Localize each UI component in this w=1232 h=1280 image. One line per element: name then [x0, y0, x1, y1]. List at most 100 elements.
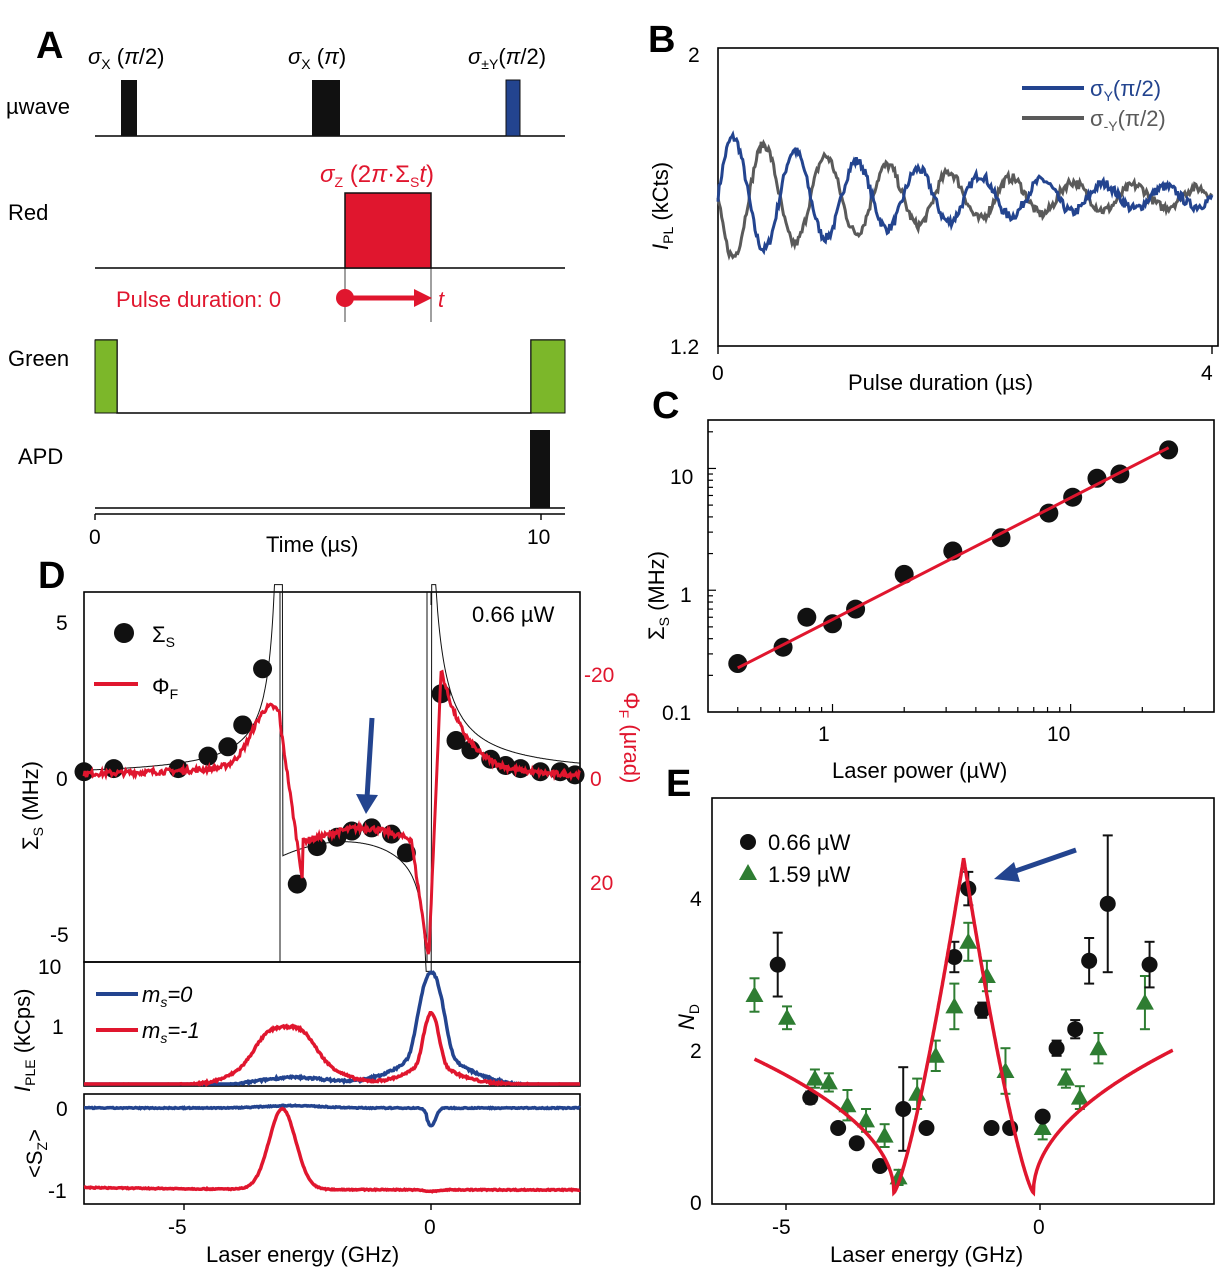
e-legend-label-1.59: 1.59 µW [768, 862, 851, 887]
c-point [1159, 440, 1179, 460]
c-log-ticks [708, 431, 1185, 712]
b-legend-label-minus-y: σ-Y(π/2) [1090, 106, 1166, 134]
e-xlabel: Laser energy (GHz) [830, 1242, 1023, 1267]
e-point-0.66 [1141, 956, 1158, 973]
d-bot-ytick-0: 0 [56, 1098, 68, 1121]
panel-label-d: D [38, 555, 65, 597]
d-mid-ytick-1: 1 [52, 1016, 64, 1039]
d-ylabel-right: ΦF (µrad) [616, 692, 644, 783]
apd-pulse [530, 430, 550, 508]
panel-d: D 5 0 -5 -20 0 20 ΣS (MHz) ΦF (µrad) 0.6… [10, 555, 644, 1267]
panel-e: E 0 2 4 -5 0 Laser energy (GHz) ND 0.66 … [666, 763, 1215, 1267]
e-point-0.66 [1034, 1108, 1051, 1125]
e-arrow-line [1009, 847, 1077, 876]
d-ylabel: ΣS (MHz) [18, 761, 46, 850]
e-point-1.59 [1135, 993, 1154, 1010]
e-point-0.66 [1048, 1040, 1065, 1057]
row-label-green: Green [8, 346, 69, 371]
time-axis-label: Time (µs) [266, 532, 359, 557]
e-xtick-0: 0 [1033, 1216, 1045, 1239]
b-series-plus-y [716, 130, 1214, 256]
e-point-1.59 [1056, 1069, 1075, 1086]
c-point [991, 528, 1011, 548]
e-point-1.59 [875, 1126, 894, 1143]
d-mid-legend-label-0: ms=0 [142, 982, 193, 1010]
e-point-1.59 [819, 1073, 838, 1090]
d-legend-label-sigma: ΣS [152, 622, 175, 650]
d-mid-ytick-10: 10 [38, 956, 61, 979]
e-ytick-2: 2 [690, 1040, 702, 1063]
e-ytick-0: 0 [690, 1192, 702, 1215]
d-ytick-5: 5 [56, 612, 68, 635]
e-xtick-minus5: -5 [772, 1216, 791, 1239]
d-bot-ytick-minus1: -1 [48, 1180, 67, 1203]
b-ylabel: IPL (kCts) [648, 162, 676, 250]
panel-label-b: B [648, 19, 675, 61]
e-point-0.66 [871, 1158, 888, 1174]
c-xlabel: Laser power (µW) [832, 758, 1007, 783]
e-point-1.59 [745, 986, 764, 1002]
green-trace [95, 339, 565, 414]
e-point-0.66 [848, 1135, 865, 1152]
uwave-pulse-3 [505, 79, 521, 137]
duration-arrow-head [414, 289, 432, 307]
e-point-1.59 [1070, 1088, 1089, 1105]
duration-t-label: t [438, 287, 445, 312]
d-ple-ms-1 [84, 1010, 580, 1088]
e-legend-label-0.66: 0.66 µW [768, 830, 851, 855]
d-arrow-line [364, 717, 375, 799]
b-xtick-4: 4 [1201, 362, 1213, 385]
d-sz-ms-1 [83, 1106, 581, 1194]
e-point-0.66 [769, 956, 786, 973]
panel-a: A σX (π/2) σX (π) σ±Y(π/2) µwave Red σZ … [6, 25, 566, 557]
d-arrow-head [356, 794, 378, 814]
c-fit-line [737, 446, 1170, 670]
d-point [233, 715, 253, 735]
red-pulse-label: σZ (2π·ΣSt) [320, 161, 434, 190]
e-point-1.59 [778, 1008, 797, 1025]
time-tick-0: 0 [89, 526, 101, 549]
d-bot-frame [83, 1093, 581, 1205]
d-ytick-minus5: -5 [50, 924, 69, 947]
d-point [253, 659, 273, 679]
e-point-1.59 [838, 1096, 857, 1113]
panel-e-frame [711, 797, 1215, 1205]
b-ytick-1.2: 1.2 [670, 336, 699, 359]
pulse-label-sx-pi: σX (π) [288, 44, 346, 72]
c-ytick-10: 10 [670, 466, 693, 489]
b-legend-label-y: σY(π/2) [1090, 76, 1161, 104]
c-ytick-1: 1 [680, 584, 692, 607]
uwave-pulse-1 [121, 80, 137, 136]
d-point [446, 731, 466, 751]
green-pulse-1 [94, 339, 118, 414]
d-mid-legend-label-1: ms=-1 [142, 1018, 200, 1046]
time-tick-10: 10 [527, 526, 550, 549]
c-point [1039, 503, 1059, 523]
d-legend-marker-sigma [114, 623, 134, 643]
e-point-1.59 [926, 1046, 945, 1063]
panel-c: C 1 10 0.1 1 10 Laser power (µW) ΣS (MHz… [644, 385, 1215, 783]
uwave-pulse-2 [312, 80, 340, 136]
d-rtick-minus20: -20 [584, 664, 614, 687]
e-point-0.66 [918, 1120, 935, 1136]
e-point-0.66 [1099, 895, 1116, 912]
e-point-1.59 [857, 1111, 876, 1128]
c-xtick-1: 1 [818, 723, 830, 746]
pulse-label-spmy-half: σ±Y(π/2) [468, 44, 546, 72]
e-ylabel: ND [674, 1004, 702, 1030]
d-point [168, 759, 188, 779]
d-legend-label-phi: ΦF [152, 674, 178, 702]
e-point-0.66 [1081, 952, 1098, 969]
d-sz-ms0 [84, 1103, 581, 1128]
green-pulse-2 [530, 339, 566, 414]
d-mid-frame [83, 961, 581, 1087]
row-label-uwave: µwave [6, 94, 70, 119]
e-point-0.66 [974, 1002, 991, 1019]
c-ylabel: ΣS (MHz) [644, 551, 672, 640]
b-xlabel: Pulse duration (µs) [848, 370, 1033, 395]
c-point [728, 654, 748, 674]
e-point-1.59 [945, 997, 964, 1014]
e-point-1.59 [959, 932, 978, 949]
e-point-0.66 [983, 1120, 1000, 1136]
